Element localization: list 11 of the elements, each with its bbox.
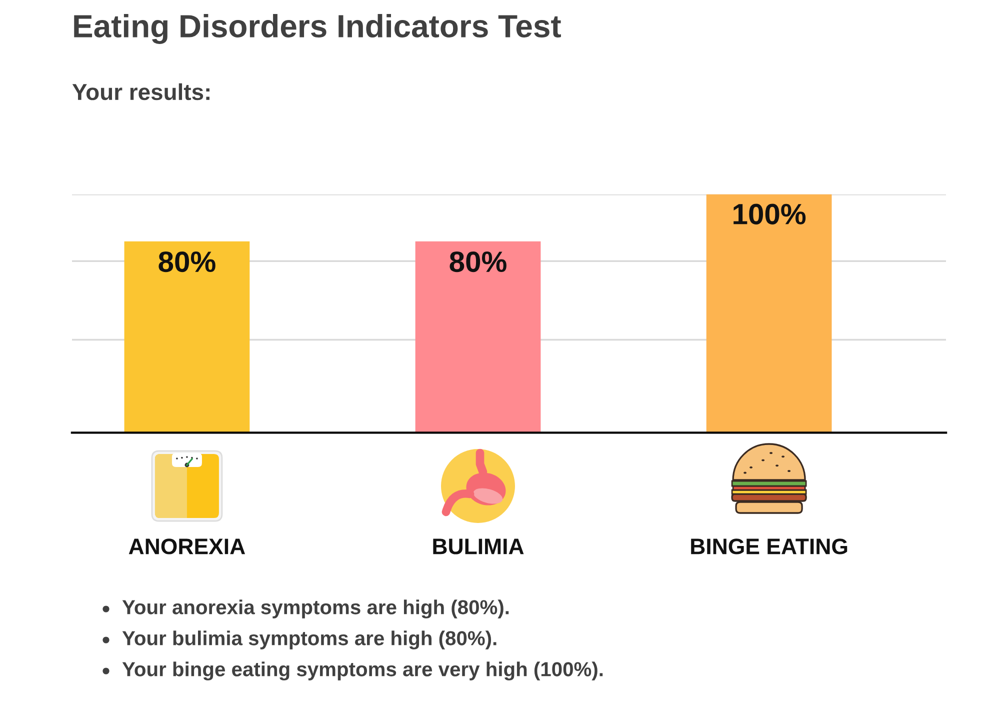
data-label: 100% bbox=[734, 204, 806, 224]
text: Your binge eating symptoms are very high (100%). bbox=[122, 662, 603, 680]
text: Your bulimia symptoms are high (80%). bbox=[122, 630, 496, 650]
x-tick-label: ANOREXIA bbox=[128, 538, 246, 554]
x-tick-label: BINGE EATING bbox=[691, 538, 848, 554]
x-tick-label: BULIMIA bbox=[433, 538, 524, 554]
text: Your anorexia symptoms are high (80%). bbox=[122, 600, 509, 618]
chart-title: Eating Disorders Indicators Test bbox=[74, 14, 561, 44]
chart-subtitle: Your results: bbox=[72, 83, 210, 100]
data-label: 80% bbox=[158, 251, 216, 272]
data-label: 80% bbox=[450, 251, 506, 272]
